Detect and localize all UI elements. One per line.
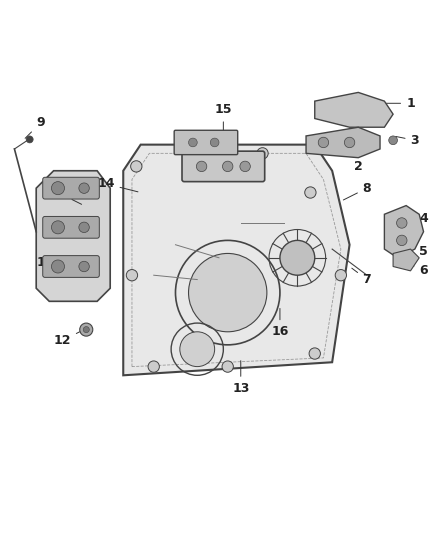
Circle shape — [396, 235, 407, 246]
Text: 2: 2 — [342, 139, 363, 173]
Text: 1: 1 — [378, 97, 415, 110]
Text: 7: 7 — [352, 268, 371, 286]
Circle shape — [79, 261, 89, 272]
Text: 12: 12 — [53, 329, 86, 347]
Text: 5: 5 — [413, 245, 428, 258]
FancyBboxPatch shape — [43, 177, 99, 199]
Text: 4: 4 — [409, 212, 428, 226]
FancyBboxPatch shape — [43, 256, 99, 277]
Circle shape — [335, 270, 346, 281]
Polygon shape — [123, 144, 350, 375]
Text: 9: 9 — [25, 116, 45, 139]
Circle shape — [79, 222, 89, 232]
Circle shape — [222, 361, 233, 372]
Circle shape — [79, 183, 89, 193]
FancyBboxPatch shape — [182, 151, 265, 182]
Polygon shape — [36, 171, 110, 301]
Polygon shape — [393, 249, 419, 271]
Circle shape — [83, 327, 89, 333]
Circle shape — [210, 138, 219, 147]
Circle shape — [131, 161, 142, 172]
Text: 8: 8 — [343, 182, 371, 200]
Text: 15: 15 — [215, 103, 232, 133]
Text: 6: 6 — [409, 263, 428, 277]
Circle shape — [80, 323, 93, 336]
Circle shape — [126, 270, 138, 281]
Circle shape — [305, 187, 316, 198]
Polygon shape — [315, 92, 393, 127]
Polygon shape — [385, 206, 424, 258]
Circle shape — [396, 218, 407, 228]
Text: 13: 13 — [232, 361, 250, 395]
Circle shape — [188, 254, 267, 332]
Circle shape — [180, 332, 215, 367]
FancyBboxPatch shape — [174, 130, 238, 155]
Circle shape — [196, 161, 207, 172]
Text: 3: 3 — [396, 134, 419, 147]
Circle shape — [240, 161, 251, 172]
Circle shape — [223, 161, 233, 172]
Circle shape — [51, 221, 64, 234]
Circle shape — [188, 138, 197, 147]
Text: 10: 10 — [49, 186, 81, 204]
Text: 11: 11 — [36, 256, 73, 269]
FancyBboxPatch shape — [43, 216, 99, 238]
Text: 16: 16 — [271, 309, 289, 338]
Circle shape — [26, 136, 33, 143]
Circle shape — [51, 260, 64, 273]
Circle shape — [257, 148, 268, 159]
Circle shape — [309, 348, 321, 359]
Text: 14: 14 — [97, 177, 138, 192]
Circle shape — [318, 137, 328, 148]
Circle shape — [389, 136, 397, 144]
Circle shape — [148, 361, 159, 372]
Polygon shape — [306, 127, 380, 158]
Circle shape — [344, 137, 355, 148]
Circle shape — [51, 182, 64, 195]
Circle shape — [280, 240, 315, 275]
